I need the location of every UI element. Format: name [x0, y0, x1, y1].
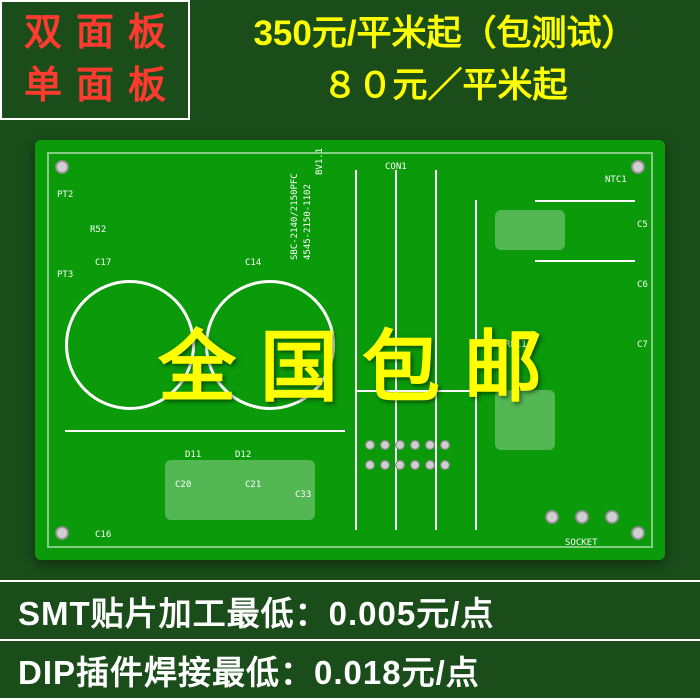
pcb-trace — [495, 210, 565, 250]
pcb-silkline — [355, 390, 475, 392]
pcb-mount-hole — [631, 160, 645, 174]
pcb-silkline — [355, 170, 357, 530]
pcb-hole — [575, 510, 589, 524]
pcb-hole — [380, 440, 390, 450]
pcb-hole — [365, 440, 375, 450]
pcb-hole — [365, 460, 375, 470]
bottom-pricing: SMT贴片加工最低：0.005元/点 DIP插件焊接最低：0.018元/点 — [0, 580, 700, 700]
price-double-sided: 350元/平米起（包测试） — [253, 8, 636, 61]
pcb-mount-hole — [55, 160, 69, 174]
pcb-silkline — [395, 170, 397, 530]
label-single-sided: 单面板 — [24, 60, 180, 113]
pcb-hole — [425, 440, 435, 450]
pcb-hole — [425, 460, 435, 470]
silk-label: C7 — [637, 340, 648, 350]
silk-label: D12 — [235, 450, 251, 460]
pcb-hole — [380, 460, 390, 470]
pcb-hole — [410, 440, 420, 450]
silk-label: REL1 — [505, 340, 527, 350]
pcb-mount-hole — [631, 526, 645, 540]
pcb-showcase: PT2 PT3 C17 C14 R52 C16 CON1 BV1.1 SBC-2… — [0, 120, 700, 580]
pcb-board: PT2 PT3 C17 C14 R52 C16 CON1 BV1.1 SBC-2… — [35, 140, 665, 560]
board-type-labels: 双面板 单面板 — [0, 0, 190, 120]
smt-price-row: SMT贴片加工最低：0.005元/点 — [0, 580, 700, 639]
silk-label: BV1.1 — [315, 148, 325, 175]
silk-label: C17 — [95, 258, 111, 268]
pcb-hole — [440, 460, 450, 470]
pcb-silkline — [535, 260, 635, 262]
pcb-hole — [605, 510, 619, 524]
pcb-hole — [545, 510, 559, 524]
pcb-trace — [495, 390, 555, 450]
silk-label: NTC1 — [605, 175, 627, 185]
pcb-big-circle-1 — [65, 280, 195, 410]
silk-label: C6 — [637, 280, 648, 290]
pricing-block: 350元/平米起（包测试） ８０元／平米起 — [190, 0, 700, 120]
pcb-mount-hole — [55, 526, 69, 540]
silk-label: PT3 — [57, 270, 73, 280]
pcb-trace — [165, 460, 315, 520]
silk-label: PT2 — [57, 190, 73, 200]
pcb-hole — [440, 440, 450, 450]
pcb-silkline — [535, 200, 635, 202]
pcb-hole — [395, 460, 405, 470]
silk-label: 4545-2150-1102 — [303, 184, 313, 260]
dip-price-row: DIP插件焊接最低：0.018元/点 — [0, 639, 700, 700]
silk-label: C16 — [95, 530, 111, 540]
price-single-sided: ８０元／平米起 — [322, 60, 567, 113]
silk-label: SBC-2140/2150PFC — [290, 173, 300, 260]
silk-label: R52 — [90, 225, 106, 235]
header-row: 双面板 单面板 350元/平米起（包测试） ８０元／平米起 — [0, 0, 700, 120]
pcb-big-circle-2 — [205, 280, 335, 410]
label-double-sided: 双面板 — [24, 7, 180, 60]
silk-label: D11 — [185, 450, 201, 460]
silk-label: CON1 — [385, 162, 407, 172]
pcb-silkline — [475, 200, 477, 530]
silk-label: SOCKET — [565, 538, 598, 548]
pcb-silkline — [435, 170, 437, 530]
silk-label: C5 — [637, 220, 648, 230]
pcb-hole — [410, 460, 420, 470]
pcb-silkline — [65, 430, 345, 432]
pcb-hole — [395, 440, 405, 450]
silk-label: C14 — [245, 258, 261, 268]
